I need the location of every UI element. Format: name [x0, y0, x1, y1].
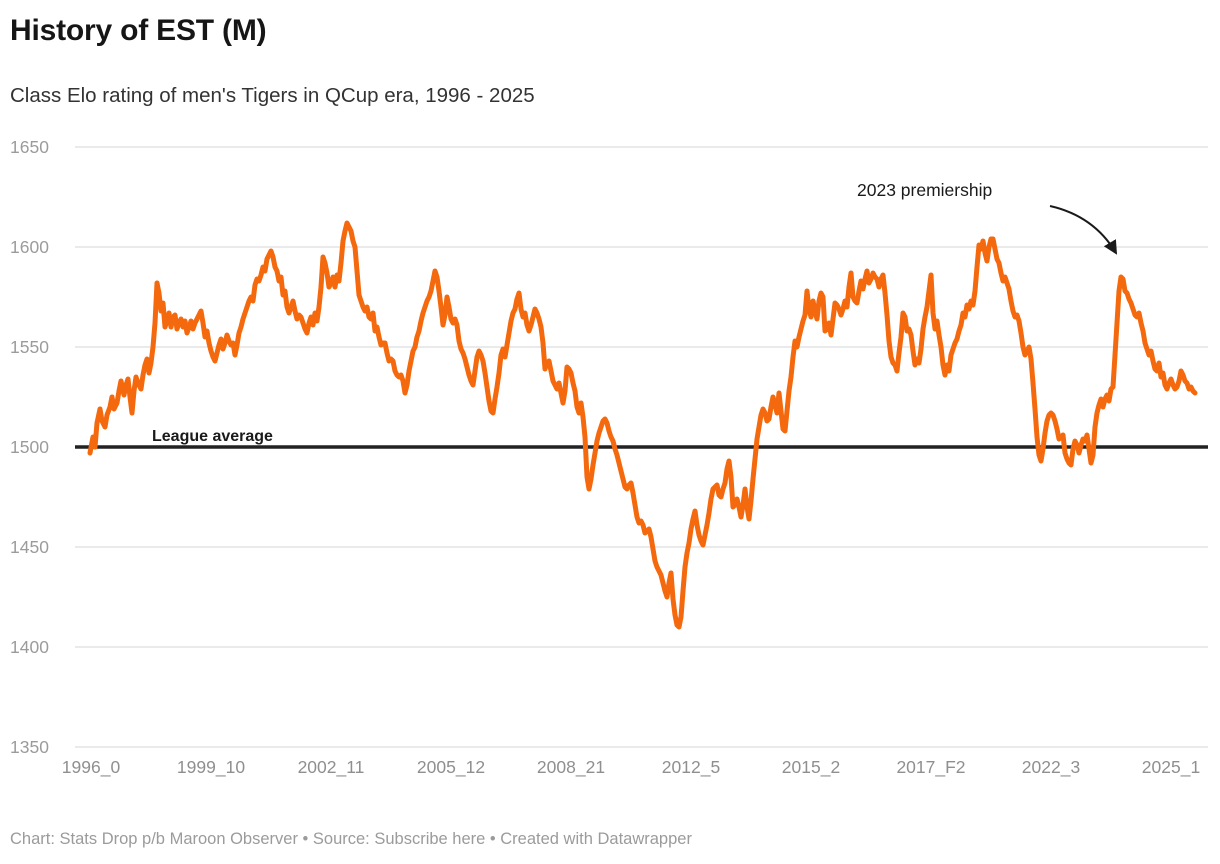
y-tick-1450: 1450 [10, 537, 49, 557]
annotation-2023-premiership: 2023 premiership [857, 180, 992, 200]
annotation-arrow [1049, 205, 1118, 255]
x-axis-labels: 1996_0 1999_10 2002_11 2005_12 2008_21 2012_5… [62, 757, 1200, 778]
gridlines [75, 146, 1208, 748]
y-tick-1600: 1600 [10, 237, 49, 257]
x-tick-2025_1: 2025_1 [1142, 757, 1200, 778]
x-tick-2002_11: 2002_11 [298, 757, 365, 778]
x-tick-2022_3: 2022_3 [1022, 757, 1080, 778]
x-tick-2005_12: 2005_12 [417, 757, 485, 778]
x-tick-2017_F2: 2017_F2 [896, 757, 965, 778]
chart-subtitle: Class Elo rating of men's Tigers in QCup… [10, 84, 535, 107]
elo-line-series [87, 220, 1198, 630]
y-tick-1550: 1550 [10, 337, 49, 357]
page-title: History of EST (M) [10, 14, 267, 47]
y-tick-1400: 1400 [10, 637, 49, 657]
x-tick-1996_0: 1996_0 [62, 757, 121, 778]
y-tick-1650: 1650 [10, 137, 49, 157]
x-tick-1999_10: 1999_10 [177, 757, 245, 778]
y-tick-1350: 1350 [10, 737, 49, 757]
chart-footer-attribution: Chart: Stats Drop p/b Maroon Observer • … [10, 830, 692, 848]
y-axis-labels: 1650 1600 1550 1500 1450 1400 1350 [10, 137, 49, 757]
x-tick-2008_21: 2008_21 [537, 757, 605, 778]
league-average-label: League average [152, 428, 273, 445]
x-tick-2015_2: 2015_2 [782, 757, 840, 778]
y-tick-1500: 1500 [10, 437, 49, 457]
x-tick-2012_5: 2012_5 [662, 757, 720, 778]
